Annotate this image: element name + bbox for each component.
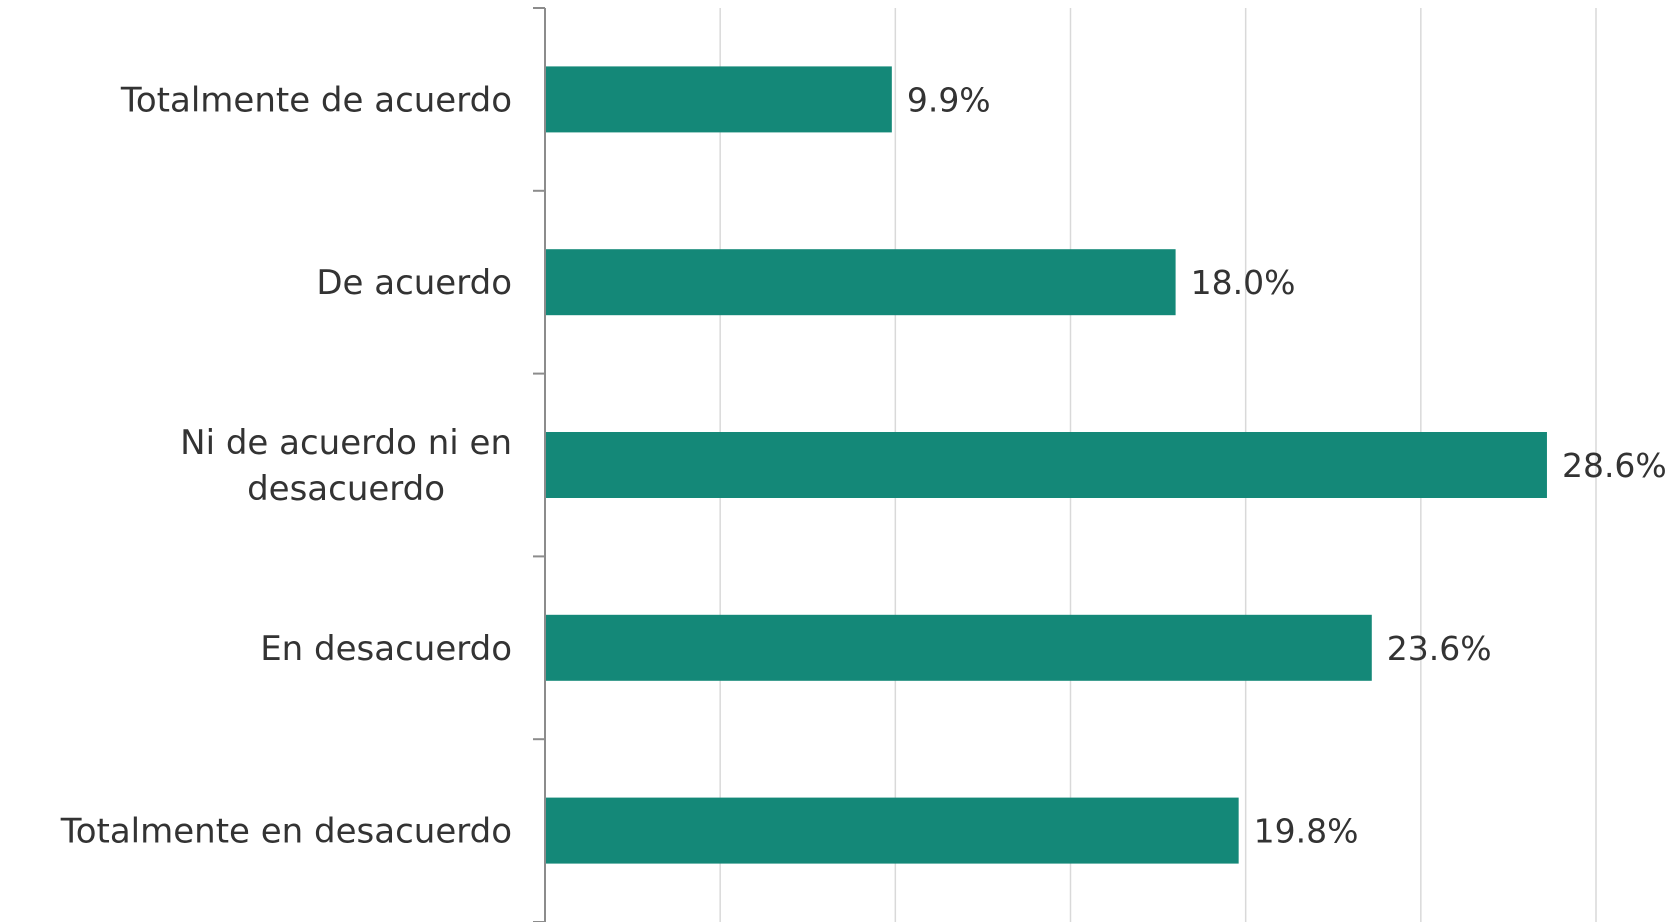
- bar: [545, 614, 1372, 681]
- category-label: Totalmente de acuerdo: [120, 80, 512, 120]
- bar: [545, 797, 1239, 864]
- data-label: 23.6%: [1387, 629, 1492, 668]
- bar: [545, 249, 1176, 316]
- category-label-line: Ni de acuerdo ni en: [180, 423, 512, 463]
- bars: [545, 66, 1547, 864]
- category-label: En desacuerdo: [260, 629, 512, 669]
- data-label: 19.8%: [1254, 812, 1359, 851]
- value-labels: 9.9% 18.0% 28.6% 23.6% 19.8%: [907, 80, 1667, 850]
- category-label: De acuerdo: [316, 263, 512, 303]
- data-label: 18.0%: [1191, 263, 1296, 302]
- category-label-line: desacuerdo: [247, 469, 445, 509]
- data-label: 28.6%: [1562, 446, 1667, 485]
- category-axis: [533, 7, 546, 922]
- bar: [545, 66, 892, 133]
- category-label: Ni de acuerdo ni en desacuerdo: [180, 423, 512, 509]
- data-label: 9.9%: [907, 80, 991, 119]
- category-labels: Totalmente de acuerdo De acuerdo Ni de acu…: [60, 80, 512, 851]
- category-label: Totalmente en desacuerdo: [60, 812, 512, 852]
- bar: [545, 432, 1547, 498]
